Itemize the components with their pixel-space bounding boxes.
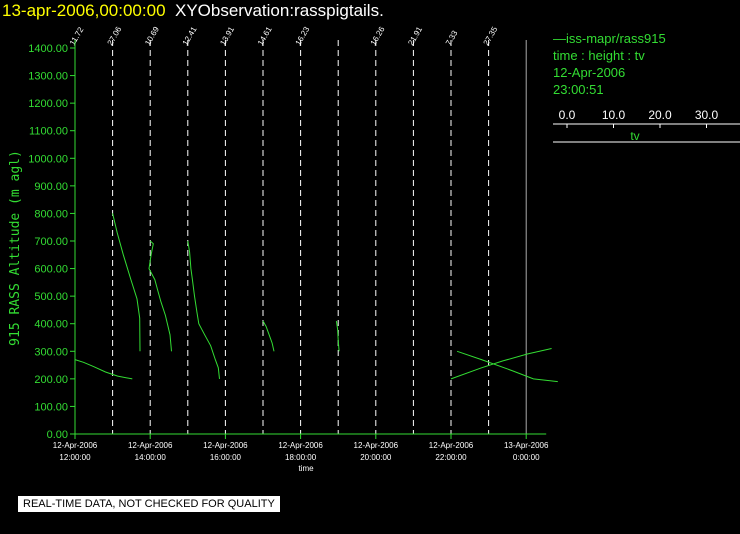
tv-scale-tick-label: 10.0 bbox=[602, 108, 626, 122]
y-tick-label: 200.00 bbox=[34, 374, 68, 386]
x-tick-time: 18:00:00 bbox=[285, 453, 317, 462]
chart-series bbox=[74, 213, 558, 383]
y-tick-label: 900.00 bbox=[34, 181, 68, 193]
x-tick-date: 12-Apr-2006 bbox=[203, 441, 248, 450]
y-tick-label: 100.00 bbox=[34, 401, 68, 413]
x-tick-date: 13-Apr-2006 bbox=[504, 441, 549, 450]
chart-grid: 11.72 27.06 10.69 12.41 13.91 14.61 16.23 16.26… bbox=[68, 25, 527, 434]
profile-label: 13.91 bbox=[218, 25, 236, 47]
y-tick-label: 1400.00 bbox=[28, 43, 68, 55]
tv-scale: 0.0 10.0 20.0 30.0 tv bbox=[553, 108, 740, 143]
legend-time: 23:00:51 bbox=[553, 82, 604, 97]
tv-scale-ticks: 0.0 10.0 20.0 30.0 bbox=[559, 108, 719, 128]
profile-label: 7.33 bbox=[444, 29, 460, 47]
tv-scale-tick-label: 20.0 bbox=[648, 108, 672, 122]
profile-label: 16.26 bbox=[369, 25, 387, 47]
y-tick-label: 1200.00 bbox=[28, 98, 68, 110]
x-tick-time: 22:00:00 bbox=[435, 453, 467, 462]
profile-series-line bbox=[74, 359, 133, 380]
tv-scale-label: tv bbox=[630, 129, 639, 143]
y-tick-label: 400.00 bbox=[34, 319, 68, 331]
x-tick-date: 12-Apr-2006 bbox=[354, 441, 399, 450]
y-tick-label: 1100.00 bbox=[29, 126, 68, 138]
x-tick-date: 12-Apr-2006 bbox=[128, 441, 173, 450]
profile-label: 12.41 bbox=[181, 25, 199, 47]
profile-series-line bbox=[335, 320, 340, 352]
legend-fields: time : height : tv bbox=[553, 48, 645, 63]
x-tick-time: 12:00:00 bbox=[59, 453, 91, 462]
x-tick-time: 20:00:00 bbox=[360, 453, 392, 462]
legend-date: 12-Apr-2006 bbox=[553, 65, 626, 80]
legend-series-label: iss-mapr/rass915 bbox=[566, 31, 666, 46]
y-axis-label: 915 RASS Altitude (m agl) bbox=[8, 150, 23, 346]
title-observation: XYObservation:rasspigtails. bbox=[174, 1, 384, 20]
legend: —iss-mapr/rass915 time : height : tv 12-… bbox=[553, 30, 740, 98]
x-tick-time: 14:00:00 bbox=[135, 453, 167, 462]
legend-series: —iss-mapr/rass915 bbox=[553, 31, 666, 46]
profile-label: 21.91 bbox=[406, 25, 424, 47]
y-tick-label: 1000.00 bbox=[28, 153, 68, 165]
x-tick-date: 12-Apr-2006 bbox=[429, 441, 474, 450]
y-tick-label: 0.00 bbox=[47, 429, 68, 441]
y-tick-label: 500.00 bbox=[34, 291, 68, 303]
profile-label: 10.69 bbox=[143, 25, 161, 47]
x-tick-date: 12-Apr-2006 bbox=[53, 441, 98, 450]
tv-scale-tick-label: 0.0 bbox=[559, 108, 576, 122]
profile-series-line bbox=[262, 320, 275, 352]
chart-axes: 0.00 100.00 200.00 300.00 400.00 500.00 600.00… bbox=[28, 40, 549, 462]
y-tick-label: 600.00 bbox=[34, 264, 68, 276]
title-datetime: 13-apr-2006,00:00:00 bbox=[2, 1, 166, 20]
profile-series-line bbox=[187, 240, 220, 379]
x-tick-time: 16:00:00 bbox=[210, 453, 242, 462]
y-tick-label: 1300.00 bbox=[28, 71, 68, 83]
quality-notice: REAL-TIME DATA, NOT CHECKED FOR QUALITY bbox=[18, 496, 280, 512]
tv-scale-tick-label: 30.0 bbox=[695, 108, 719, 122]
profile-series-line bbox=[148, 240, 172, 352]
x-axis-label: time bbox=[298, 464, 314, 473]
y-tick-label: 800.00 bbox=[34, 208, 68, 220]
x-tick-time: 0:00:00 bbox=[513, 453, 540, 462]
profile-series-line bbox=[450, 348, 552, 380]
profile-series-line bbox=[456, 350, 558, 383]
y-tick-label: 700.00 bbox=[34, 236, 68, 248]
y-tick-label: 300.00 bbox=[34, 346, 68, 358]
profile-label: 11.72 bbox=[68, 25, 86, 47]
profile-label: 14.61 bbox=[256, 25, 274, 47]
x-tick-date: 12-Apr-2006 bbox=[278, 441, 323, 450]
profile-label: 16.23 bbox=[294, 25, 312, 47]
profile-label: 27.35 bbox=[482, 25, 500, 47]
profile-series-line bbox=[112, 213, 141, 352]
plot-title: 13-apr-2006,00:00:00 XYObservation:rassp… bbox=[2, 1, 384, 21]
profile-label: 27.06 bbox=[106, 25, 124, 47]
